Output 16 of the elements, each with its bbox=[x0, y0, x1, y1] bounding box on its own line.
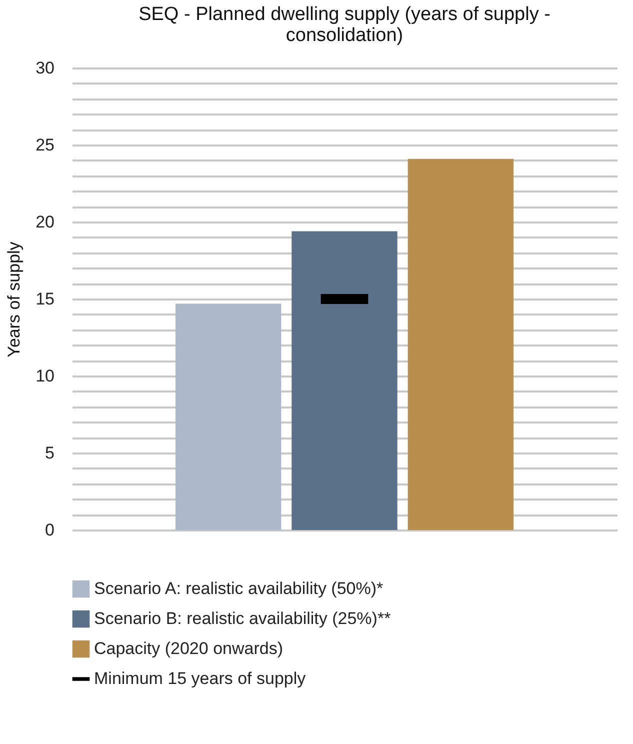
y-tick-label: 0 bbox=[45, 520, 54, 540]
bar bbox=[175, 304, 282, 530]
legend-label: Scenario B: realistic availability (25%)** bbox=[94, 609, 392, 628]
y-axis-title: Years of supply bbox=[4, 241, 24, 358]
y-tick-label: 15 bbox=[36, 290, 54, 308]
chart-title: SEQ - Planned dwelling supply (years of supply - consolidation) bbox=[138, 4, 550, 46]
bar bbox=[292, 231, 398, 530]
y-tick-label: 30 bbox=[36, 58, 54, 78]
legend-label: Scenario A: realistic availability (50%)* bbox=[94, 579, 384, 598]
y-tick-label: 10 bbox=[36, 366, 54, 386]
legend-label: Capacity (2020 onwards) bbox=[94, 639, 283, 658]
y-tick-label: 25 bbox=[36, 136, 54, 154]
legend-label: Minimum 15 years of supply bbox=[94, 669, 306, 688]
bar bbox=[408, 158, 514, 530]
y-tick-label: 20 bbox=[36, 212, 54, 232]
y-tick-label: 5 bbox=[45, 444, 54, 462]
